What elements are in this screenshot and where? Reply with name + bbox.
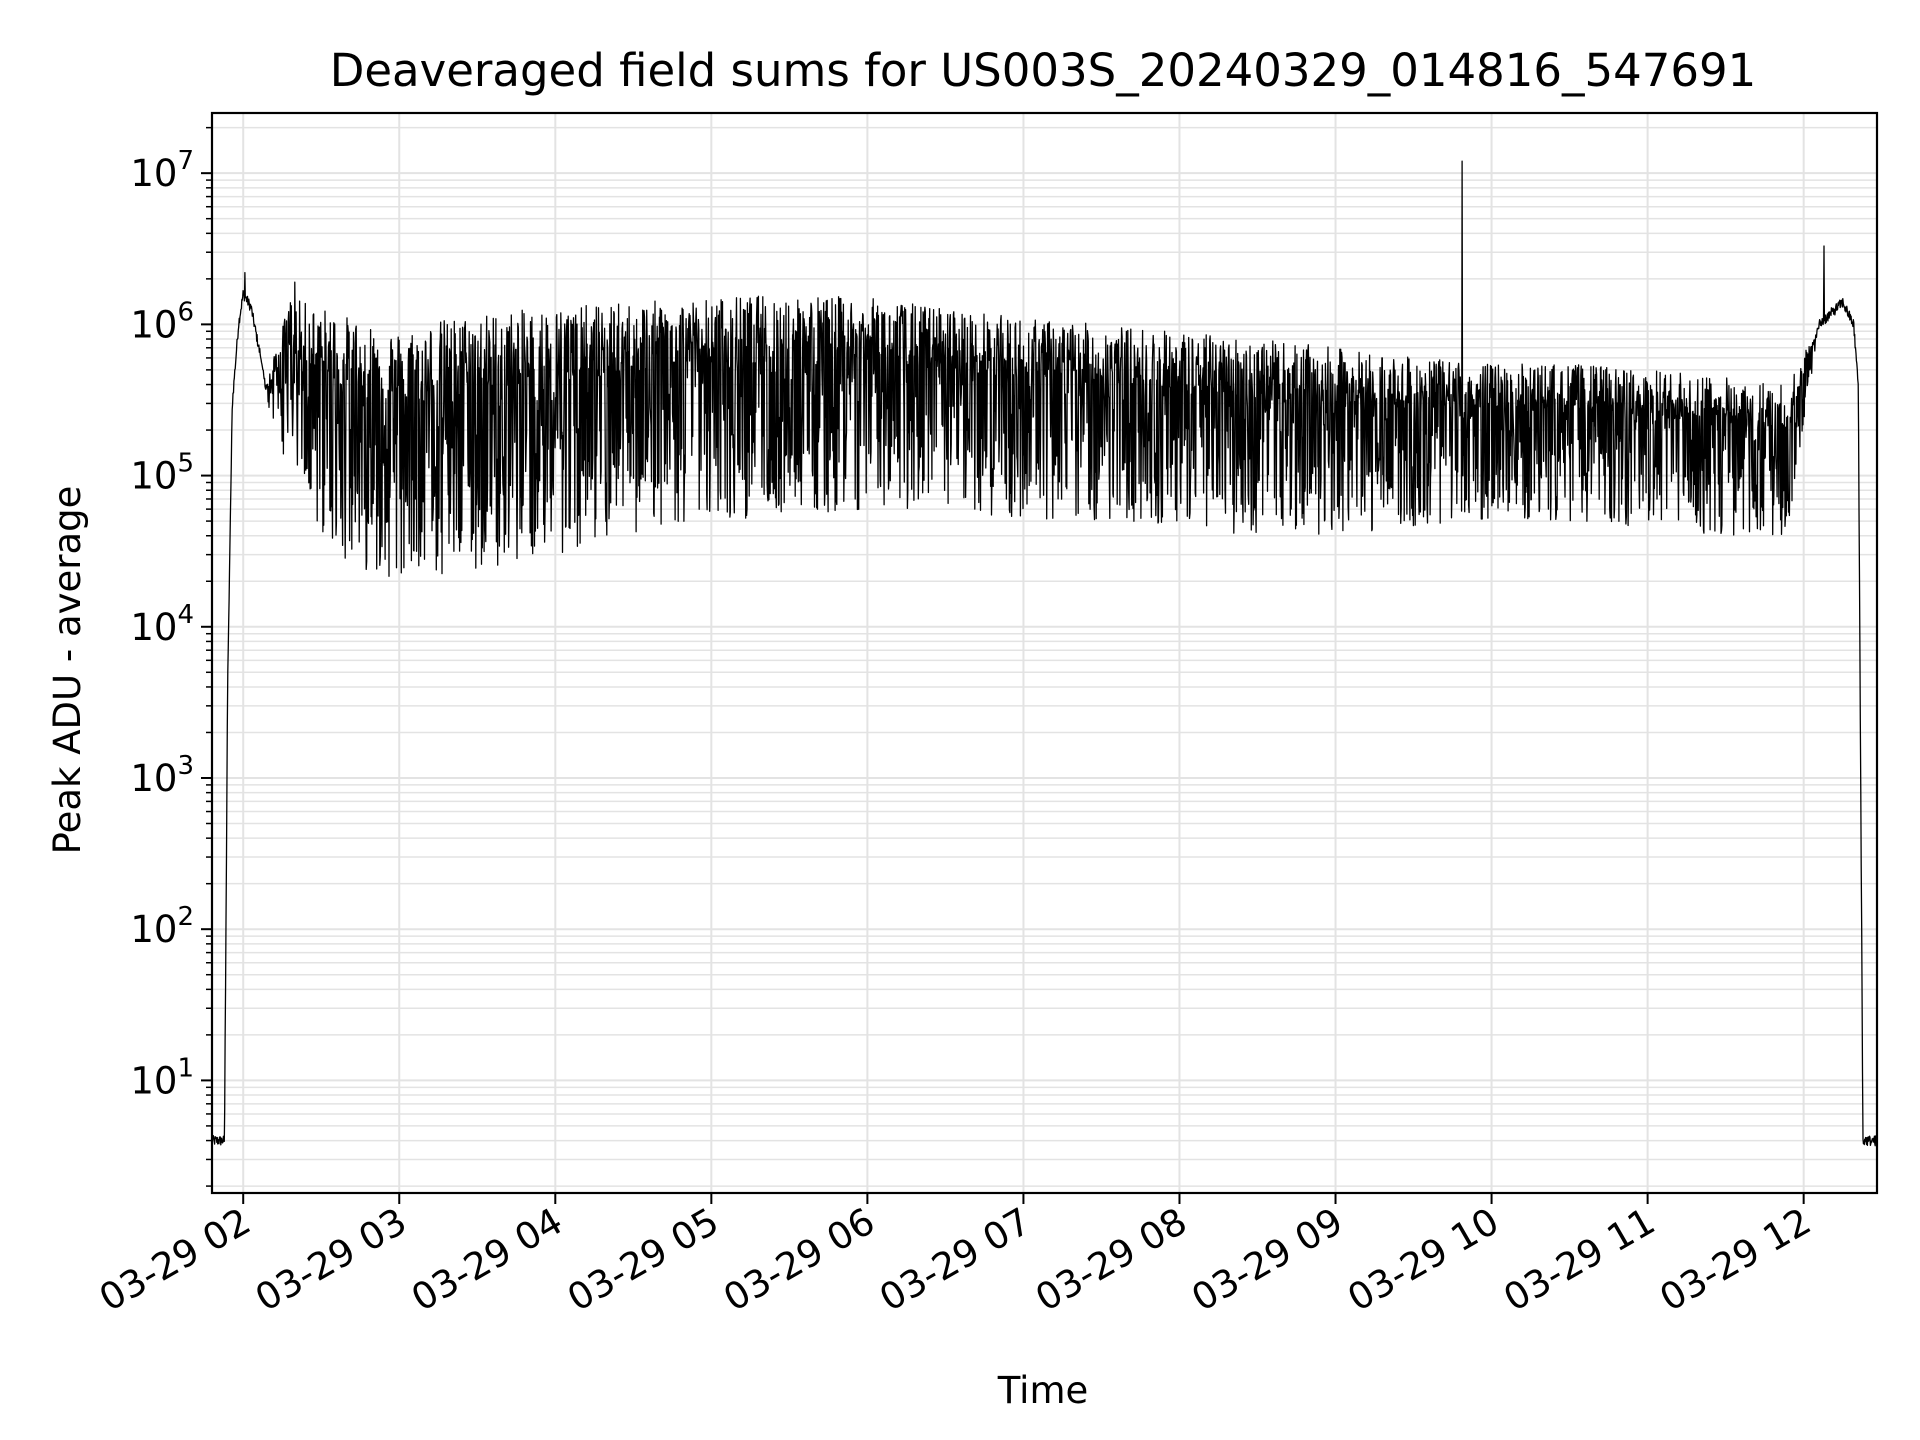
x-axis-label: Time bbox=[997, 1369, 1089, 1412]
x-tick-label: 03-29 02 bbox=[92, 1200, 258, 1320]
x-tick-label: 03-29 09 bbox=[1184, 1200, 1350, 1320]
grid-layer bbox=[212, 113, 1877, 1193]
y-tick-label: 107 bbox=[130, 146, 194, 195]
chart-title: Deaveraged field sums for US003S_2024032… bbox=[330, 44, 1757, 97]
x-tick-label: 03-29 03 bbox=[248, 1200, 414, 1320]
y-tick-label: 102 bbox=[130, 902, 194, 951]
x-tick-label: 03-29 11 bbox=[1497, 1200, 1663, 1320]
data-layer bbox=[211, 160, 1878, 1147]
x-tick-label: 03-29 12 bbox=[1653, 1200, 1819, 1320]
x-tick-label: 03-29 08 bbox=[1028, 1200, 1194, 1320]
y-tick-label: 106 bbox=[130, 297, 194, 346]
y-tick-label: 103 bbox=[130, 751, 194, 800]
x-tick-label: 03-29 06 bbox=[716, 1200, 882, 1320]
plot-frame bbox=[210, 111, 1879, 1195]
x-tick-label: 03-29 04 bbox=[404, 1200, 570, 1320]
y-tick-label: 101 bbox=[130, 1053, 194, 1102]
series-line bbox=[211, 160, 1878, 1147]
x-tick-label: 03-29 05 bbox=[560, 1200, 726, 1320]
y-tick-label: 105 bbox=[130, 449, 194, 498]
y-axis-label: Peak ADU - average bbox=[46, 486, 89, 855]
x-tick-label: 03-29 07 bbox=[872, 1200, 1038, 1320]
y-tick-label: 104 bbox=[130, 600, 194, 649]
x-tick-label: 03-29 10 bbox=[1340, 1200, 1506, 1320]
